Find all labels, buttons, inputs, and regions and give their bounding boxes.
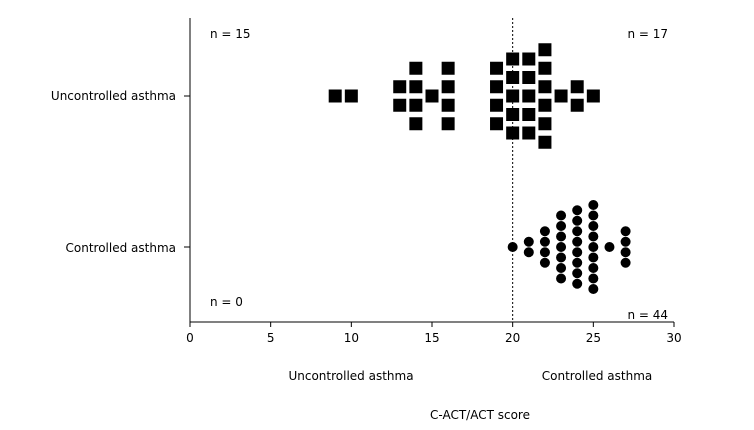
data-point-circle xyxy=(556,242,567,252)
data-point-square xyxy=(441,117,455,131)
category-label-uncontrolled: Uncontrolled asthma xyxy=(51,89,176,103)
data-point-circle xyxy=(556,221,567,231)
data-point-square xyxy=(506,71,520,84)
data-point-square xyxy=(409,80,423,94)
annotation-uncontrolled-high: n = 17 xyxy=(627,27,668,41)
data-point-circle xyxy=(588,242,599,252)
data-point-circle xyxy=(556,210,567,221)
data-point-square xyxy=(506,89,520,103)
data-point-circle xyxy=(556,231,567,242)
data-point-circle xyxy=(620,236,631,247)
data-point-circle xyxy=(588,273,599,284)
data-point-square xyxy=(490,80,504,94)
data-point-circle xyxy=(539,257,550,268)
data-point-circle xyxy=(620,247,631,258)
data-point-square xyxy=(490,98,504,112)
annotation-uncontrolled-low: n = 15 xyxy=(210,27,251,41)
data-point-circle xyxy=(572,257,583,268)
data-point-circle xyxy=(556,252,567,263)
data-point-circle xyxy=(539,247,550,258)
data-point-circle xyxy=(523,247,534,258)
data-point-square xyxy=(522,89,536,103)
region-label-uncontrolled: Uncontrolled asthma xyxy=(288,369,413,383)
data-point-circle xyxy=(572,247,583,258)
data-marks xyxy=(328,43,631,294)
data-point-square xyxy=(570,80,584,94)
x-tick-label: 30 xyxy=(666,331,681,345)
data-point-circle xyxy=(620,257,631,268)
region-label-controlled: Controlled asthma xyxy=(542,369,652,383)
data-point-circle xyxy=(620,226,631,237)
data-point-square xyxy=(522,126,536,140)
x-tick-label: 10 xyxy=(344,331,359,345)
x-tick-label: 15 xyxy=(424,331,439,345)
data-point-square xyxy=(409,117,423,131)
data-point-circle xyxy=(572,278,583,289)
data-point-circle xyxy=(588,200,599,210)
data-point-circle xyxy=(572,268,583,279)
x-tick-label: 0 xyxy=(186,331,194,345)
data-point-circle xyxy=(572,215,583,226)
data-point-square xyxy=(490,117,504,131)
data-point-square xyxy=(522,71,536,84)
category-label-controlled: Controlled asthma xyxy=(66,241,176,255)
data-point-square xyxy=(490,61,504,75)
data-point-circle xyxy=(523,236,534,247)
data-point-circle xyxy=(588,221,599,231)
data-point-square xyxy=(344,89,358,103)
data-point-circle xyxy=(588,210,599,221)
data-point-circle xyxy=(539,226,550,237)
data-point-square xyxy=(409,61,423,75)
data-point-square xyxy=(506,108,520,121)
data-point-square xyxy=(538,117,552,131)
data-point-square xyxy=(506,52,520,66)
data-point-circle xyxy=(604,242,615,252)
x-axis-title: C-ACT/ACT score xyxy=(430,408,530,422)
data-point-circle xyxy=(572,236,583,247)
x-axis-ticks: 0 5 10 15 20 25 30 xyxy=(186,322,682,345)
data-point-circle xyxy=(588,231,599,242)
data-point-circle xyxy=(507,242,518,252)
data-point-circle xyxy=(556,263,567,273)
data-point-square xyxy=(441,80,455,94)
plot-area xyxy=(184,18,674,323)
data-point-square xyxy=(538,43,552,57)
data-point-circle xyxy=(572,226,583,237)
data-point-square xyxy=(441,98,455,112)
data-point-square xyxy=(425,89,439,103)
data-point-square xyxy=(586,89,600,103)
data-point-square xyxy=(570,98,584,112)
x-tick-label: 25 xyxy=(586,331,601,345)
data-point-circle xyxy=(588,252,599,263)
annotation-controlled-high: n = 44 xyxy=(627,308,668,322)
data-point-square xyxy=(554,89,568,103)
data-point-square xyxy=(522,108,536,121)
data-point-square xyxy=(538,98,552,112)
data-point-square xyxy=(441,61,455,75)
data-point-square xyxy=(393,80,407,94)
data-point-square xyxy=(522,52,536,66)
data-point-square xyxy=(409,98,423,112)
x-tick-label: 5 xyxy=(267,331,275,345)
data-point-square xyxy=(538,80,552,94)
annotation-controlled-low: n = 0 xyxy=(210,295,243,309)
data-point-square xyxy=(328,89,342,103)
data-point-circle xyxy=(539,236,550,247)
data-point-circle xyxy=(588,263,599,273)
data-point-square xyxy=(538,61,552,75)
data-point-circle xyxy=(556,273,567,284)
data-point-circle xyxy=(588,284,599,294)
data-point-circle xyxy=(572,205,583,216)
x-tick-label: 20 xyxy=(505,331,520,345)
data-point-square xyxy=(393,98,407,112)
data-point-square xyxy=(538,135,552,149)
data-point-square xyxy=(506,126,520,140)
